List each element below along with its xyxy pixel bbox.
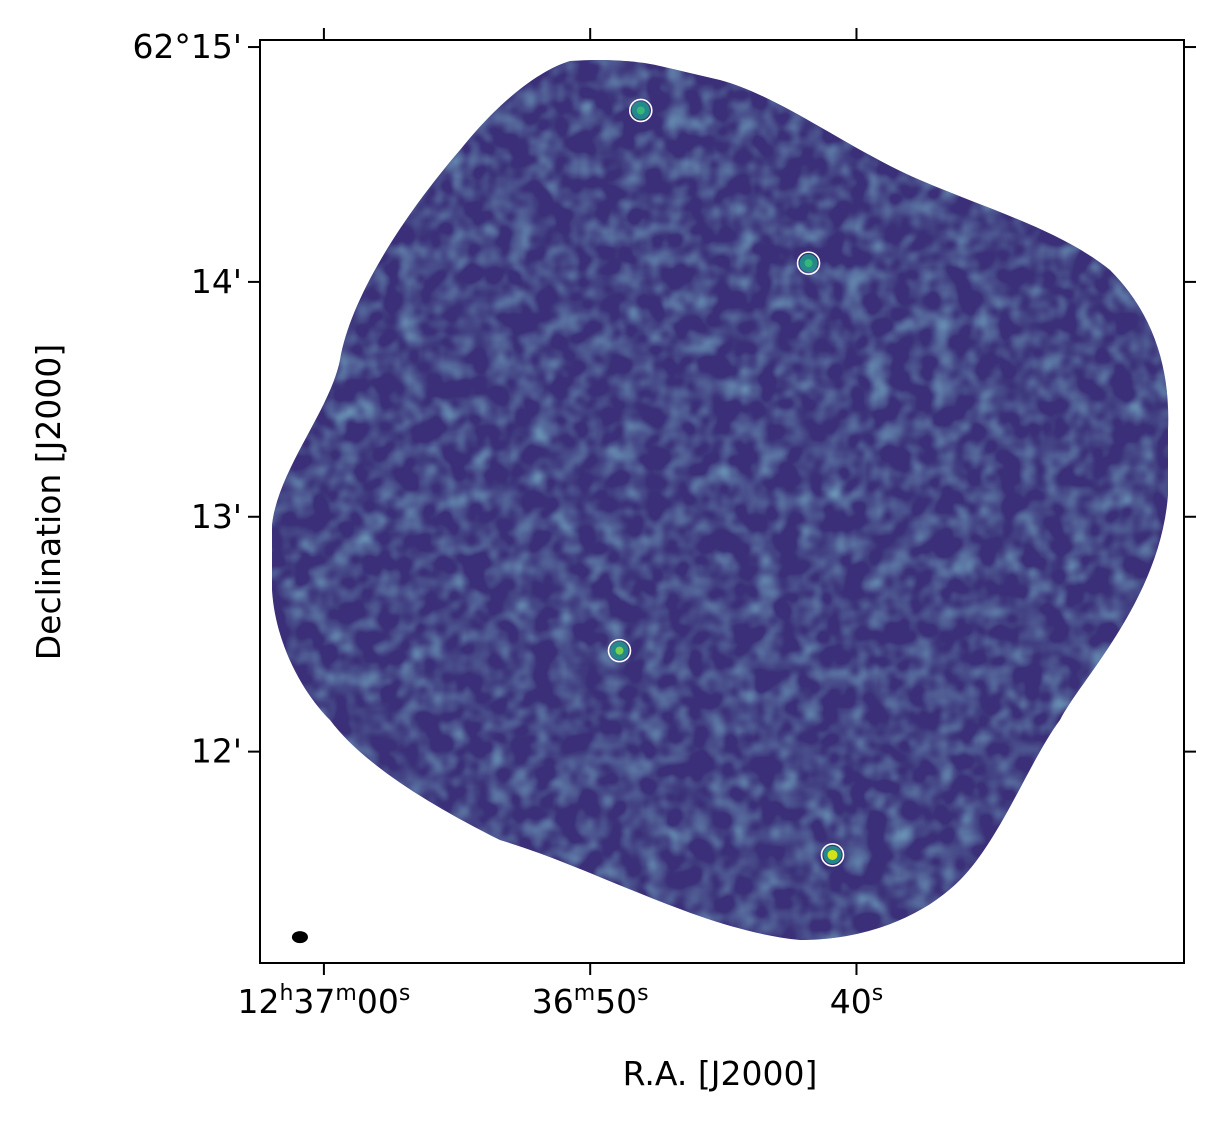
x-tick-label-0-sup1: h: [279, 981, 293, 1006]
source-marker-1: [796, 251, 821, 275]
source-marker-0: [628, 98, 653, 123]
x-tick-label-1-sup3: s: [637, 981, 648, 1006]
y-tick-label-1: 14': [191, 262, 242, 301]
y-tick-label-0: 62°15': [132, 27, 242, 66]
x-tick-label-0-sup2: m: [335, 981, 356, 1006]
y-tick-label-3: 12': [191, 732, 242, 771]
x-axis-label: R.A. [J2000]: [623, 1054, 818, 1093]
x-axis: 12h37m00s 36m50s 40s: [237, 28, 883, 1021]
beam-layer: [291, 931, 308, 944]
x-tick-label-1-sup2: m: [574, 981, 595, 1006]
source-core-2: [615, 646, 624, 655]
sources-layer: [607, 98, 845, 867]
y-tick-label-2: 13': [191, 497, 242, 536]
y-axis-label: Declination [J2000]: [29, 344, 68, 661]
source-marker-2: [607, 638, 632, 663]
source-core-1: [804, 259, 813, 268]
x-tick-label-0-mid: 37: [293, 982, 335, 1021]
x-tick-label-0-main: 12: [237, 982, 279, 1021]
plot-frame: [259, 39, 1185, 964]
x-tick-label-1-mid: 36: [532, 982, 574, 1021]
source-core-3: [827, 849, 838, 860]
y-axis: 62°15' 14' 13' 12': [132, 27, 1196, 771]
x-tick-label-1: 36m50s: [532, 981, 649, 1021]
x-tick-label-2: 40s: [830, 981, 883, 1021]
x-tick-label-2-end: 40: [830, 982, 872, 1021]
x-tick-label-0-sup3: s: [399, 981, 410, 1006]
x-tick-label-0: 12h37m00s: [237, 981, 410, 1021]
beam-ellipse: [291, 931, 308, 944]
x-tick-label-2-sup3: s: [872, 981, 883, 1006]
source-marker-3: [820, 843, 845, 867]
x-tick-label-0-end: 00: [357, 982, 399, 1021]
x-tick-label-1-end: 50: [595, 982, 637, 1021]
source-core-0: [636, 106, 645, 115]
